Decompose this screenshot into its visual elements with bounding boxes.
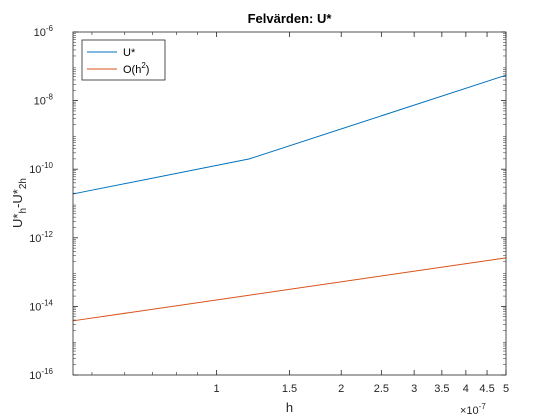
- y-tick-label: 10-16: [29, 367, 53, 382]
- x-tick-label: 4: [463, 383, 469, 395]
- axes-box: [72, 31, 507, 376]
- series-layer: [72, 74, 507, 322]
- series-line-1: [72, 257, 507, 322]
- x-tick-label: 5: [503, 383, 509, 395]
- x-tick-label: 1.5: [282, 383, 297, 395]
- y-tick-label: 10-6: [34, 24, 54, 39]
- x-ticks: 1 1.5 2 2.5 3 3.5 4 4.5 5: [91, 32, 509, 395]
- plot-area: [73, 32, 506, 375]
- x-tick-label: 2: [338, 383, 344, 395]
- x-tick-label: 2.5: [374, 383, 389, 395]
- chart-title: Felvärden: U*: [248, 11, 333, 26]
- x-multiplier-label: ×10-7: [460, 402, 486, 417]
- y-ticks: 10-16 10-14 10-12 10-10 10-8 10-6: [29, 24, 506, 382]
- y-tick-label: 10-10: [29, 161, 53, 176]
- legend-entry-u-star: U*: [123, 47, 136, 59]
- x-tick-label: 4.5: [479, 383, 494, 395]
- x-tick-label: 3.5: [434, 383, 449, 395]
- legend: U* O(h2): [81, 39, 166, 81]
- y-axis-label: U*h-U*2h: [10, 178, 29, 228]
- x-tick-label: 1: [214, 383, 220, 395]
- legend-entry-o-h2: O(h2): [123, 61, 149, 76]
- y-tick-label: 10-8: [34, 93, 54, 108]
- x-tick-label: 3: [411, 383, 417, 395]
- legend-box: [81, 39, 166, 81]
- y-tick-label: 10-14: [29, 298, 53, 313]
- series-line-0: [72, 74, 507, 195]
- y-tick-label: 10-12: [29, 230, 53, 245]
- x-axis-label: h: [286, 400, 293, 415]
